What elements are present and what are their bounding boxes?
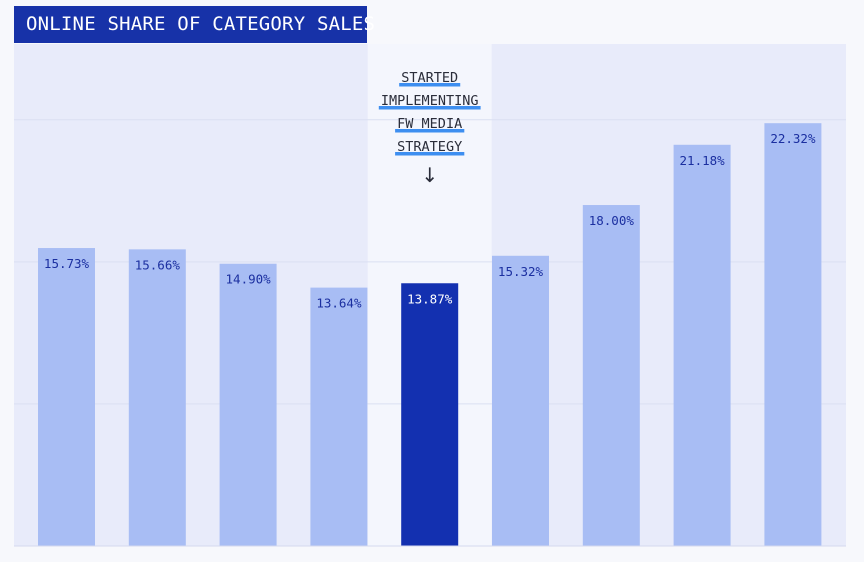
bar [764, 123, 822, 546]
annotation-underline [395, 152, 465, 156]
annotation-underline [378, 106, 481, 110]
bar [310, 287, 368, 546]
bar-value-label: 13.87% [407, 291, 453, 306]
bar-highlight [401, 283, 459, 546]
bar-value-label: 13.64% [316, 296, 362, 311]
annotation-underline [399, 83, 461, 87]
down-arrow-icon: ↓ [421, 163, 438, 187]
bar [673, 144, 731, 546]
bar [582, 205, 640, 547]
chart-title: ONLINE SHARE OF CATEGORY SALES [14, 6, 375, 43]
annotation: STARTED IMPLEMENTING FW MEDIA STRATEGY ↓ [378, 70, 481, 187]
annotation-line: STRATEGY [397, 139, 462, 155]
bar [492, 255, 549, 546]
bars [38, 123, 822, 547]
bar-value-label: 15.73% [44, 256, 90, 271]
bar [128, 249, 186, 546]
bar-value-label: 18.00% [589, 213, 635, 228]
annotation-line: FW MEDIA [397, 116, 462, 132]
annotation-underline [395, 129, 465, 133]
bar-value-label: 15.66% [135, 257, 181, 272]
annotation-line: STARTED [401, 70, 458, 86]
bar [219, 263, 277, 546]
bar-value-label: 21.18% [680, 153, 726, 168]
bar-value-label: 22.32% [770, 131, 816, 146]
bar-value-label: 15.32% [498, 264, 544, 279]
bar-value-label: 14.90% [226, 272, 272, 287]
value-labels: 15.73% 15.66% 14.90% 13.64% 13.87% 15.32% 18.0… [44, 131, 816, 310]
bar [38, 248, 95, 546]
annotation-line: IMPLEMENTING [381, 93, 479, 109]
